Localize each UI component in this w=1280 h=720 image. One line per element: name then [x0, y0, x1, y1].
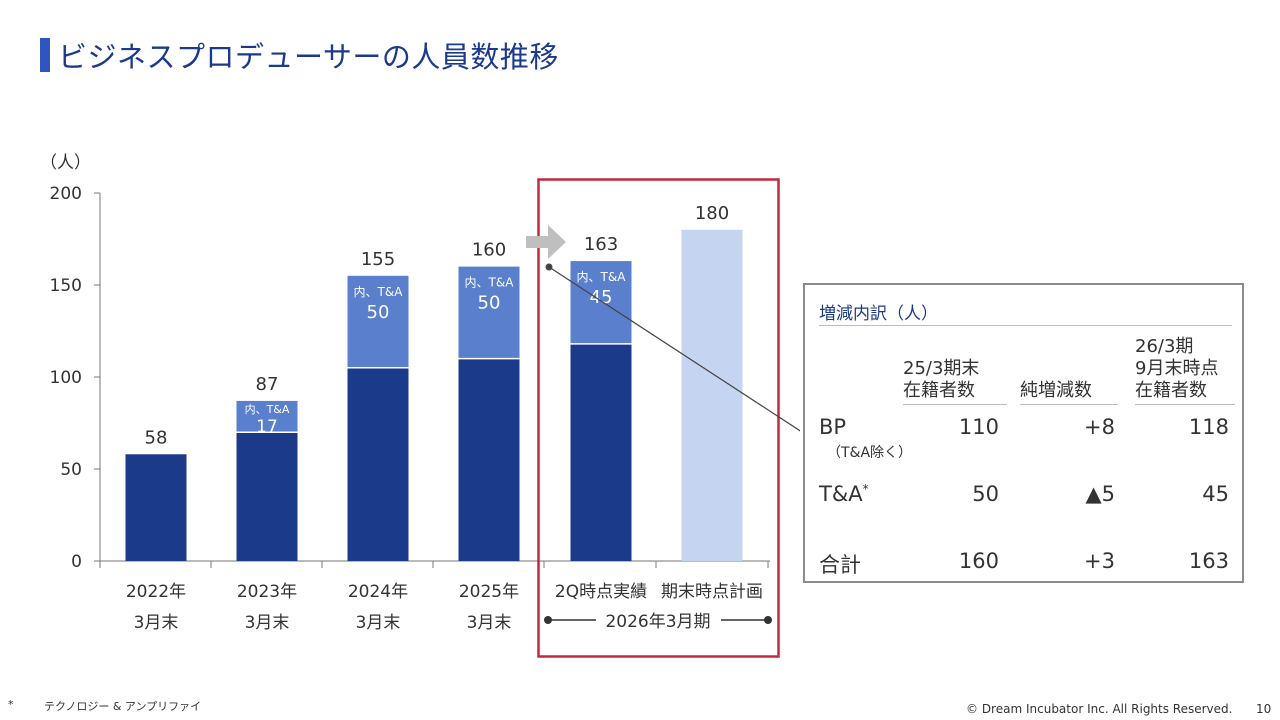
bar-ta-value: 50: [478, 293, 501, 314]
bar-ta-segment: [570, 261, 632, 344]
bar-total-label: 160: [472, 240, 506, 261]
bar-ta-segment: [458, 266, 520, 359]
bar-ta-segment: [236, 400, 298, 433]
x-category-label: 2025年: [459, 582, 519, 602]
breakdown-title: 増減内訳（人）: [819, 304, 938, 324]
x-category-sublabel: 3月末: [245, 613, 290, 633]
y-tick-label: 0: [71, 552, 82, 572]
bar-total-label: 87: [256, 374, 279, 395]
bar-base: [347, 367, 409, 561]
bar-ta-inner-label: 内、T&A: [245, 402, 290, 416]
footnote-text: テクノロジー & アンプリファイ: [44, 700, 202, 713]
page-title: ビジネスプロデューサーの人員数推移: [58, 40, 559, 74]
row-bp-current: 118: [1188, 415, 1229, 439]
bar-ta-inner-label: 内、T&A: [354, 285, 404, 299]
row-ta-current: 45: [1202, 482, 1229, 506]
copyright: © Dream Incubator Inc. All Rights Reserv…: [966, 702, 1233, 716]
row-ta-change: ▲5: [1085, 482, 1115, 506]
header-prev: 25/3期末 在籍者数: [903, 358, 1007, 405]
bar-ta-value: 45: [590, 287, 613, 308]
y-tick-label: 150: [50, 276, 82, 296]
y-tick-label: 100: [50, 368, 82, 388]
y-tick-label: 50: [60, 460, 82, 480]
row-total-label: 合計: [819, 553, 861, 577]
highlight-frame: [537, 178, 780, 658]
headcount-chart: （人）050100150200582022年3月末内、T&A17872023年3…: [40, 153, 800, 658]
x-category-label: 2023年: [237, 582, 297, 602]
row-bp-prev: 110: [958, 415, 999, 439]
y-unit-label: （人）: [40, 153, 91, 173]
x-category-sublabel: 3月末: [356, 613, 401, 633]
x-category-label: 2Q時点実績: [555, 582, 647, 602]
breakdown-panel: 増減内訳（人） 25/3期末 在籍者数 純増減数 26/3期 9月末時点 在籍者…: [803, 283, 1244, 583]
title-accent-bar: [40, 38, 50, 72]
bar-total-label: 163: [584, 234, 618, 255]
bar-base: [236, 432, 298, 561]
bar-ta-inner-label: 内、T&A: [577, 270, 627, 284]
bar-base: [570, 343, 632, 561]
group-dot-left: [544, 616, 552, 624]
bar-ta-segment: [347, 275, 409, 368]
x-category-label: 2022年: [126, 582, 186, 602]
footnote-marker: *: [8, 698, 14, 711]
group-label: 2026年3月期: [605, 612, 710, 632]
row-ta-label: T&A*: [819, 482, 869, 506]
row-ta-prev: 50: [972, 482, 999, 506]
bar-base: [458, 358, 520, 561]
connector-line: [548, 266, 800, 432]
row-bp-sublabel: （T&A除く）: [827, 445, 913, 461]
x-category-sublabel: 3月末: [134, 613, 179, 633]
bar-total-label: 155: [361, 249, 395, 270]
y-tick-label: 200: [50, 184, 82, 204]
page-number: 10: [1256, 702, 1272, 716]
bar-total-label: 58: [145, 427, 168, 448]
bar-ta-inner-label: 内、T&A: [465, 276, 515, 290]
x-category-label: 期末時点計画: [661, 582, 763, 602]
row-total-current: 163: [1188, 549, 1229, 573]
breakdown-title-divider: [819, 325, 1232, 326]
row-total-prev: 160: [958, 549, 999, 573]
row-bp-label: BP: [819, 415, 847, 439]
header-change: 純増減数: [1020, 380, 1118, 405]
bar-ta-value: 50: [367, 302, 390, 323]
progress-arrow-icon: [526, 225, 566, 259]
row-total-change: +3: [1084, 549, 1115, 573]
row-bp-change: +8: [1084, 415, 1115, 439]
bar-total-label: 180: [695, 203, 729, 224]
bar-ta-value: 17: [256, 417, 278, 437]
group-dot-right: [764, 616, 772, 624]
x-category-sublabel: 3月末: [467, 613, 512, 633]
bar-plan: [681, 229, 743, 562]
x-category-label: 2024年: [348, 582, 408, 602]
header-current: 26/3期 9月末時点 在籍者数: [1135, 336, 1235, 405]
bar-base: [125, 454, 187, 561]
